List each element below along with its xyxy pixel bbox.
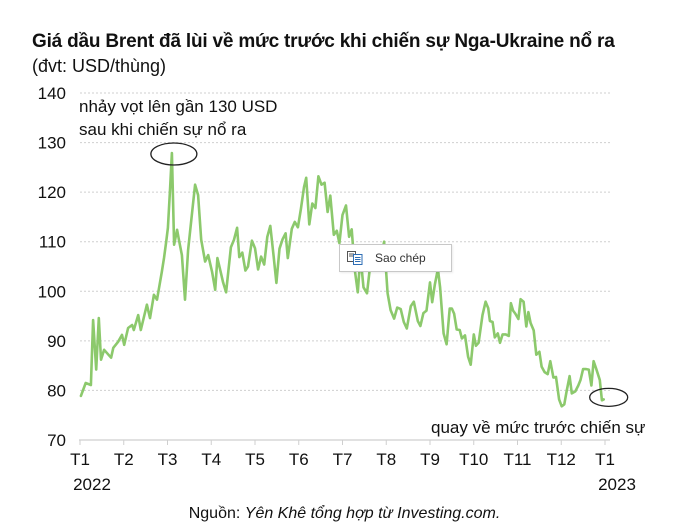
x-tick-label: T9: [420, 450, 440, 469]
copy-icon: [347, 251, 363, 265]
y-axis-ticks: 70 80 90 100 110 120 130 140: [38, 84, 66, 450]
context-menu-copy-label: Sao chép: [375, 251, 426, 265]
x-tick-label: T1: [595, 450, 615, 469]
y-tick-label: 120: [38, 183, 66, 202]
end-annotation-ellipse: [589, 387, 629, 408]
context-menu-copy[interactable]: Sao chép: [339, 244, 452, 272]
x-tick-label: T2: [114, 450, 134, 469]
source-text: Yên Khê tổng hợp từ Investing.com.: [244, 505, 501, 522]
source-note: Nguồn: Yên Khê tổng hợp từ Investing.com…: [0, 505, 689, 523]
x-tick-label: T6: [289, 450, 309, 469]
x-tick-label: T5: [245, 450, 265, 469]
x-tick-label: T3: [158, 450, 178, 469]
chart-title: Giá dầu Brent đã lùi về mức trước khi ch…: [32, 31, 615, 52]
y-tick-label: 80: [47, 381, 66, 400]
gridlines: [80, 92, 610, 391]
y-tick-label: 140: [38, 84, 66, 103]
x-tick-label: T4: [201, 450, 221, 469]
y-tick-label: 130: [38, 134, 66, 153]
chart-unit-label: (đvt: USD/thùng): [32, 56, 167, 76]
x-tick-label: T7: [333, 450, 353, 469]
x-tick-label: T8: [376, 450, 396, 469]
x-tick-label: T10: [459, 450, 488, 469]
y-tick-label: 70: [47, 431, 66, 450]
source-prefix: Nguồn:: [188, 505, 245, 522]
x-tick-year-label: 2023: [598, 475, 636, 494]
peak-annotation-text: nhảy vọt lên gần 130 USD: [79, 97, 277, 116]
y-tick-label: 100: [38, 282, 66, 301]
x-tick-label: T12: [547, 450, 576, 469]
peak-annotation-ellipse: [150, 142, 198, 166]
peak-annotation-text: sau khi chiến sự nổ ra: [79, 120, 247, 139]
x-tick-label: T11: [503, 450, 531, 469]
series-line-brent: [79, 151, 605, 408]
x-tick-label: T1: [70, 450, 90, 469]
x-tick-year-label: 2022: [73, 475, 111, 494]
y-tick-label: 90: [47, 332, 66, 351]
annotations: nhảy vọt lên gần 130 USD sau khi chiến sự…: [79, 97, 645, 437]
y-tick-label: 110: [39, 233, 66, 252]
end-annotation-text: quay về mức trước chiến sự: [431, 418, 645, 437]
